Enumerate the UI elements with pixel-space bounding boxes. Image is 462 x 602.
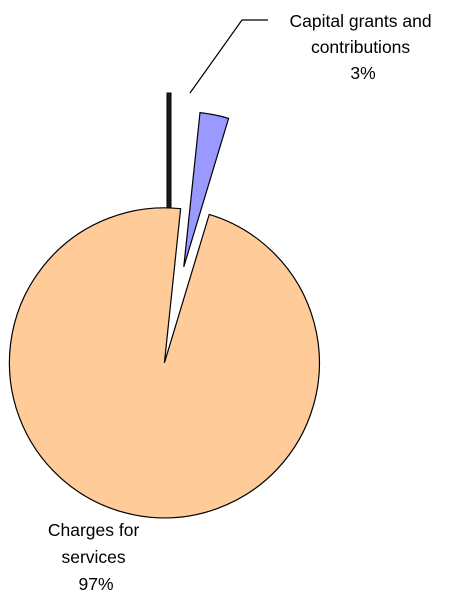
slice-label-capital-grants: Capital grants and contributions 3% bbox=[290, 11, 437, 83]
slice-label-charges-line2: services bbox=[61, 547, 125, 567]
pie-slice-charges-for-services bbox=[8, 207, 320, 519]
slice-label-charges-for-services: Charges for services 97% bbox=[48, 520, 144, 594]
slice-percent-charges: 97% bbox=[78, 574, 113, 594]
pie-slice-capital-grants bbox=[183, 111, 230, 267]
leader-line-capital-grants bbox=[189, 19, 268, 94]
slice-label-capital-grants-line1: Capital grants and bbox=[290, 11, 432, 31]
slice-percent-capital-grants: 3% bbox=[350, 63, 375, 83]
slice-label-capital-grants-line2: contributions bbox=[311, 37, 410, 57]
slice-label-charges-line1: Charges for bbox=[48, 520, 140, 540]
